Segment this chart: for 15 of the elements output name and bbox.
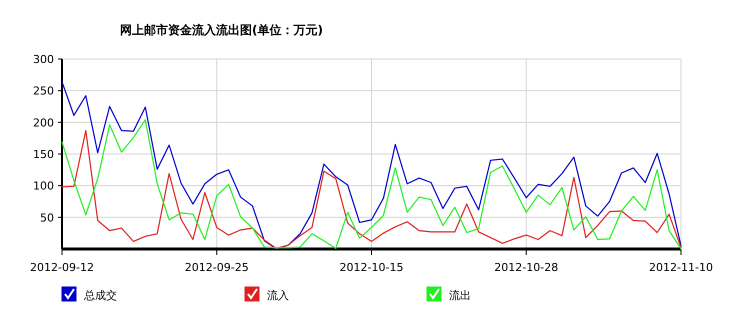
y-tick-label: 150	[33, 148, 54, 161]
x-tick-label: 2012-10-15	[340, 261, 404, 274]
x-tick-label: 2012-09-12	[30, 261, 94, 274]
legend-label: 总成交	[83, 289, 117, 302]
x-tick-label: 2012-11-10	[649, 261, 713, 274]
legend-label: 流出	[449, 289, 471, 302]
x-tick-label: 2012-10-28	[494, 261, 558, 274]
y-tick-label: 100	[33, 180, 54, 193]
y-tick-label: 250	[33, 84, 54, 98]
legend-label: 流入	[267, 289, 289, 302]
y-tick-label: 300	[33, 53, 54, 66]
y-tick-label: 200	[33, 116, 54, 130]
chart-title: 网上邮市资金流入流出图(单位：万元)	[120, 23, 323, 37]
y-tick-label: 50	[40, 211, 54, 224]
x-tick-label: 2012-09-25	[184, 261, 249, 274]
